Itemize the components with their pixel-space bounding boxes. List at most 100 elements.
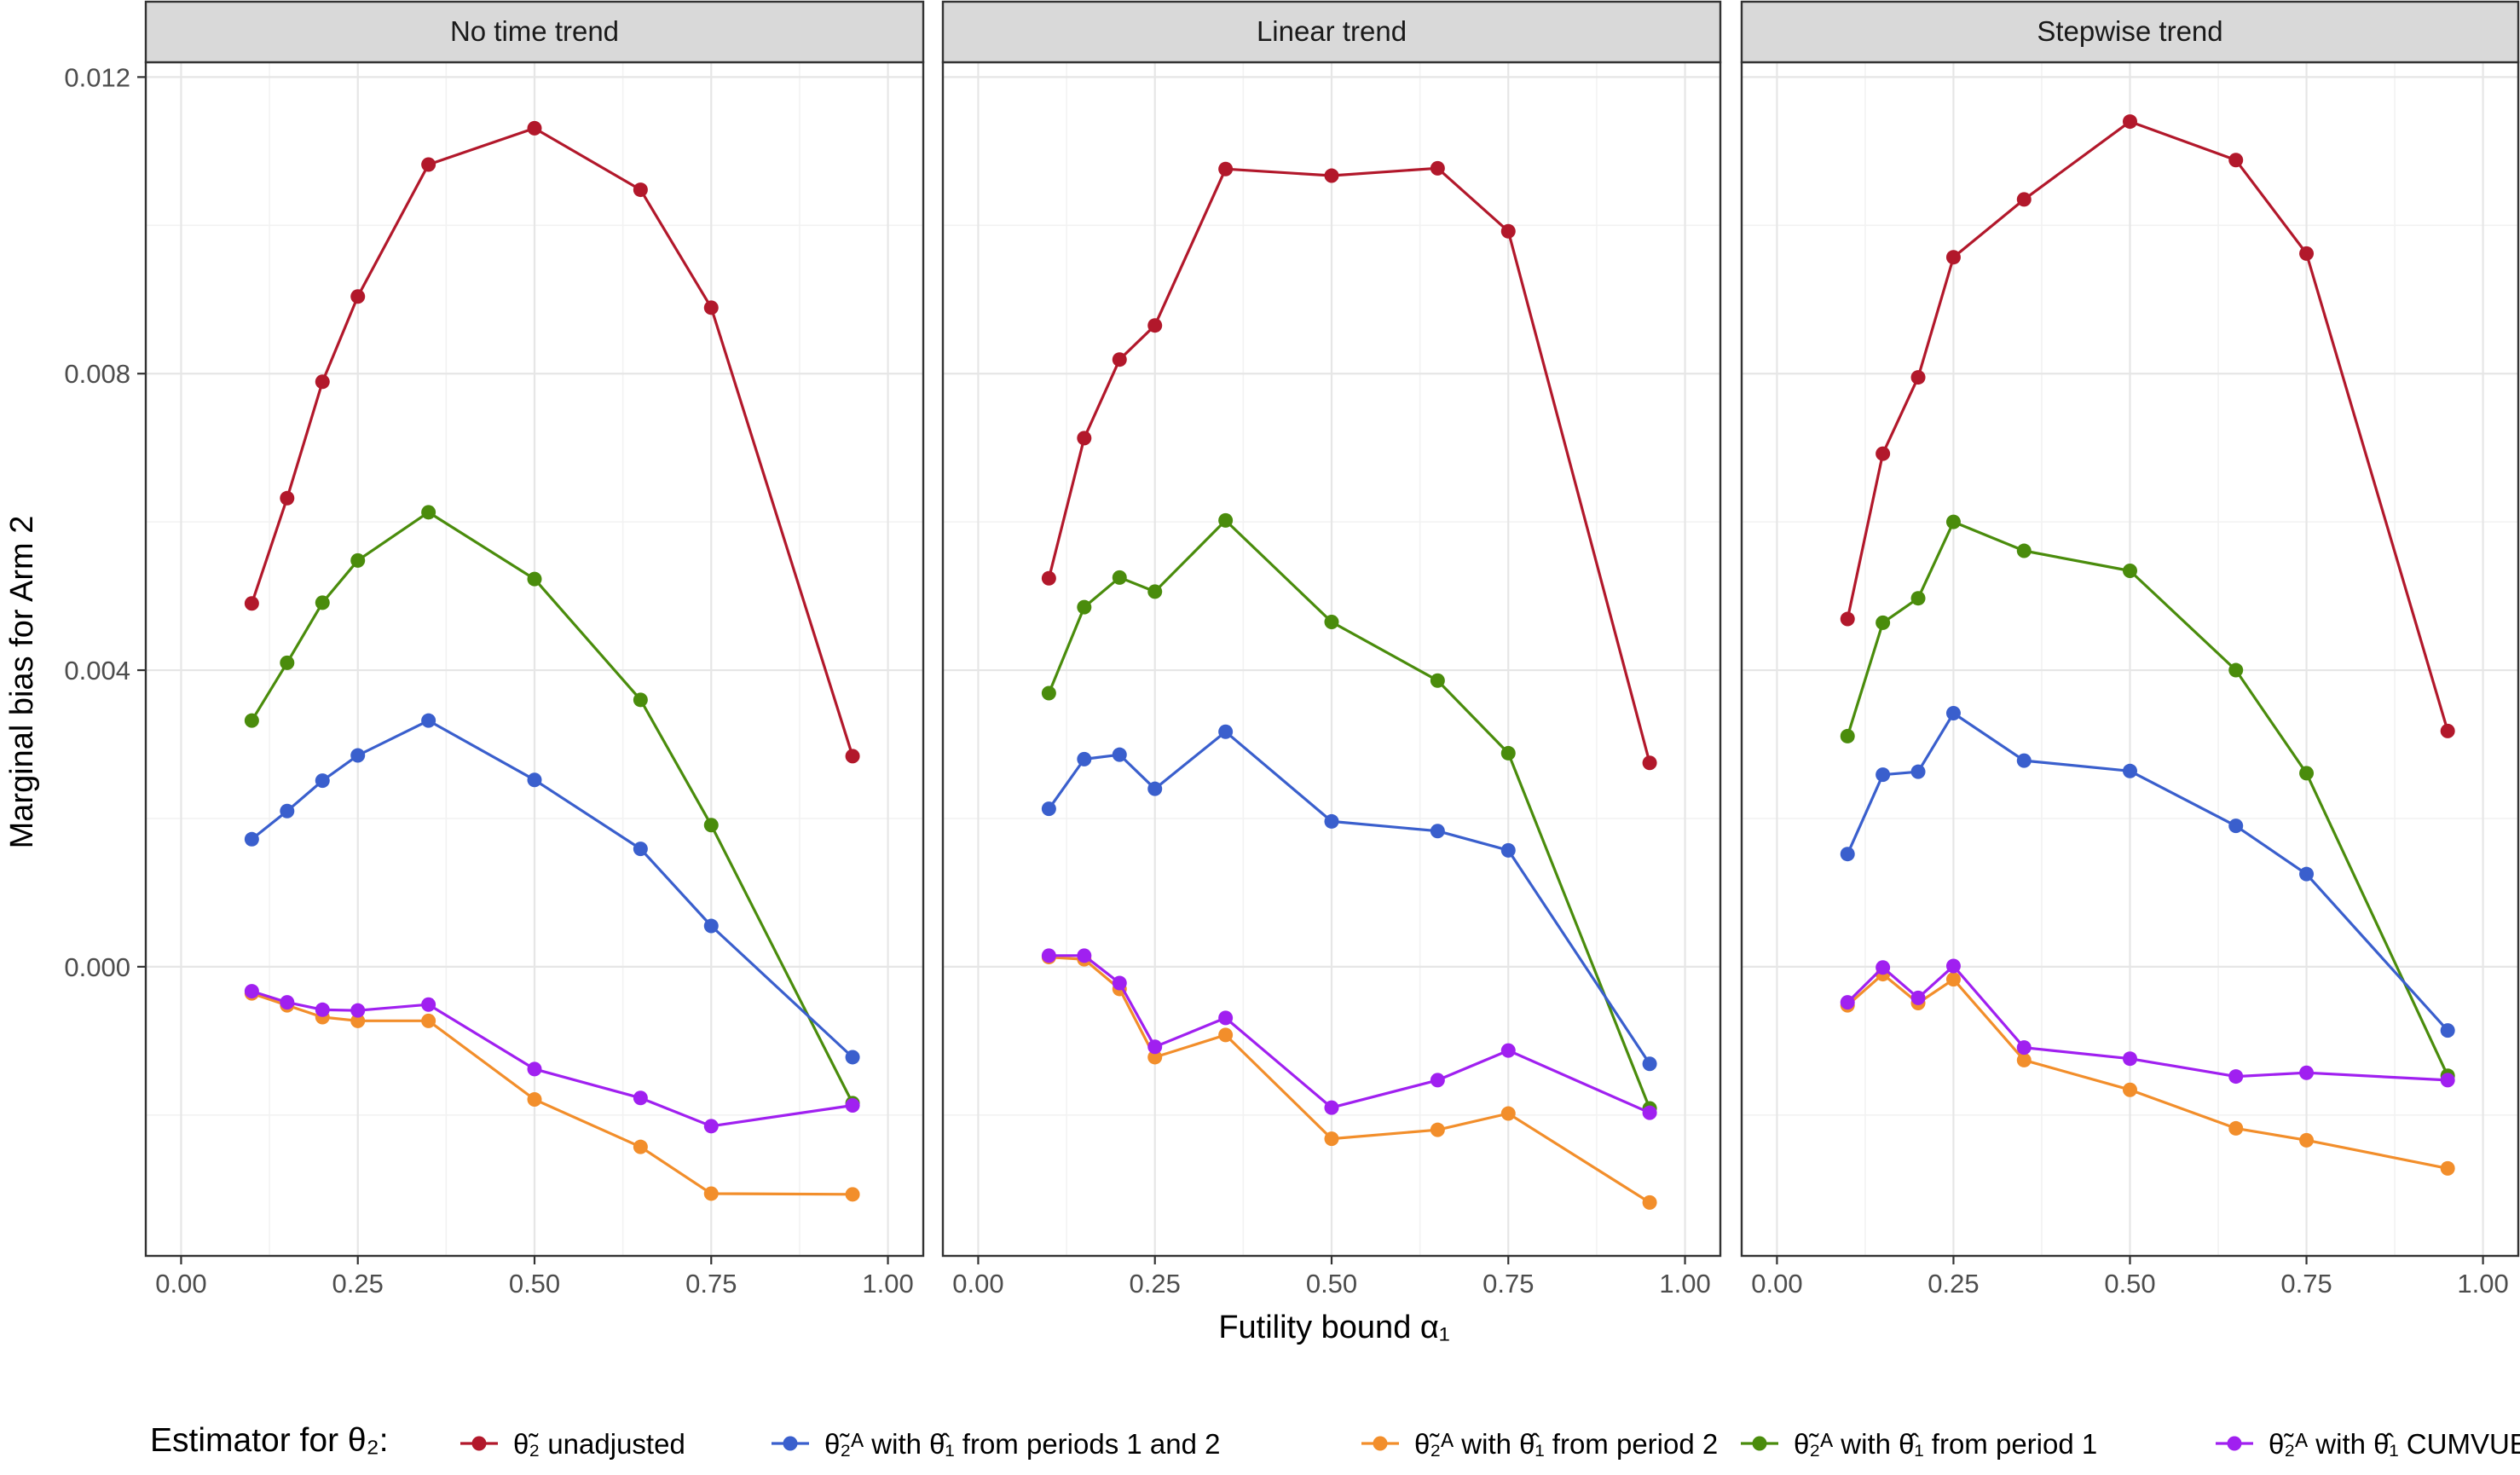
data-point-unadjusted [1324,168,1339,183]
series-p1 [244,505,860,1111]
legend-key-point [783,1436,798,1451]
data-point-p12 [1500,842,1516,858]
data-point-unadjusted [1430,160,1445,176]
legend-label: θ̃₂ᴬ with θ̂₁ from period 2 [1414,1428,1718,1460]
y-axis: 0.000 0.004 0.008 0.012 [64,62,146,982]
data-point-p1 [244,713,259,728]
data-point-p2 [2440,1160,2455,1176]
data-point-p2 [1218,1027,1234,1043]
facet-title: Stepwise trend [2037,15,2222,47]
panel-1: Linear trend 0.00 0.25 0.50 0.75 1.00 [941,0,1722,1299]
data-point-unadjusted [315,374,330,390]
data-point-cumvue [244,984,259,999]
data-point-unadjusted [244,596,259,611]
data-point-cumvue [2299,1065,2315,1080]
data-point-p1 [1324,615,1339,630]
data-point-p12 [1430,824,1445,839]
data-point-p2 [421,1013,436,1028]
data-point-cumvue [2016,1040,2032,1056]
data-point-p2 [1147,1050,1163,1065]
x-tick-label: 0.50 [2104,1269,2155,1299]
data-point-unadjusted [2016,192,2032,207]
x-tick-label: 0.00 [952,1269,1003,1299]
data-point-cumvue [633,1090,648,1106]
data-point-p12 [1147,781,1163,796]
series-p12 [244,713,860,1065]
x-axis-title: Futility bound α₁ [1218,1310,1449,1345]
x-tick-label: 0.50 [1306,1269,1357,1299]
data-point-unadjusted [703,300,719,315]
data-point-p1 [1840,728,1855,743]
data-point-unadjusted [1147,318,1163,333]
y-tick-label: 0.008 [64,359,130,389]
data-point-p12 [1945,705,1961,720]
data-point-cumvue [1876,960,1891,975]
legend-label: θ̃₂ᴬ with θ̂₁ from periods 1 and 2 [824,1428,1220,1460]
data-point-p12 [1324,813,1339,829]
x-tick-label: 0.25 [332,1269,384,1299]
legend-key-point [471,1436,487,1451]
data-point-p1 [2228,662,2244,678]
series-cumvue [1041,948,1657,1120]
data-point-cumvue [1840,995,1855,1010]
data-point-cumvue [527,1061,542,1077]
data-point-p1 [1218,512,1234,528]
data-point-p2 [527,1092,542,1108]
data-point-p2 [1945,972,1961,987]
data-point-p2 [1642,1194,1657,1210]
data-point-p12 [845,1050,860,1065]
data-point-p12 [2016,753,2032,768]
data-point-unadjusted [527,120,542,136]
legend-entry-cumvue: θ̃₂ᴬ with θ̂₁ CUMVUE [2216,1428,2520,1460]
data-point-cumvue [1147,1039,1163,1055]
series-unadjusted [1041,160,1657,771]
data-point-unadjusted [350,289,366,304]
data-point-p2 [1324,1131,1339,1147]
data-point-p12 [1840,847,1855,862]
data-point-cumvue [1642,1105,1657,1120]
legend-key-point [1752,1436,1767,1451]
x-tick-label: 0.75 [1483,1269,1534,1299]
data-point-p12 [244,831,259,847]
data-point-p12 [315,773,330,789]
data-point-unadjusted [1041,570,1056,586]
legend: Estimator for θ₂: θ̃₂ unadjusted θ̃₂ᴬ wit… [150,1422,2520,1460]
data-point-p1 [2123,564,2137,579]
data-point-unadjusted [2299,246,2315,261]
data-point-p1 [527,571,542,587]
data-point-cumvue [1077,948,1092,963]
legend-entry-p12: θ̃₂ᴬ with θ̂₁ from periods 1 and 2 [772,1428,1220,1460]
panel-0: No time trend 0.00 0.25 0.50 0.75 1.00 [144,0,925,1299]
data-point-cumvue [1218,1010,1234,1026]
x-tick-label: 0.75 [685,1269,737,1299]
x-tick-label: 0.25 [1130,1269,1181,1299]
data-point-cumvue [2440,1073,2455,1088]
data-point-p12 [1041,801,1056,817]
data-point-p1 [703,818,719,833]
x-tick-label: 1.00 [1659,1269,1710,1299]
data-point-unadjusted [1876,446,1891,461]
data-point-cumvue [350,1003,366,1018]
data-point-p1 [1112,570,1127,585]
data-point-p1 [350,552,366,568]
data-point-p12 [1910,764,1926,779]
data-point-unadjusted [1500,223,1516,239]
series-cumvue [244,984,860,1134]
legend-entry-p2: θ̃₂ᴬ with θ̂₁ from period 2 [1361,1428,1718,1460]
x-tick-label: 0.25 [1928,1269,1979,1299]
facet-title: Linear trend [1257,15,1407,47]
data-point-cumvue [1500,1043,1516,1058]
data-point-p1 [1876,615,1891,630]
x-tick-label: 0.75 [2280,1269,2332,1299]
data-point-cumvue [280,995,295,1010]
data-point-p12 [2228,818,2244,834]
data-point-cumvue [1430,1073,1445,1088]
data-point-p2 [2299,1132,2315,1148]
data-point-p1 [1500,745,1516,761]
data-point-unadjusted [1945,250,1961,265]
data-point-cumvue [845,1097,860,1113]
data-point-p2 [845,1187,860,1202]
data-point-p1 [2016,543,2032,558]
data-point-p12 [1876,767,1891,783]
